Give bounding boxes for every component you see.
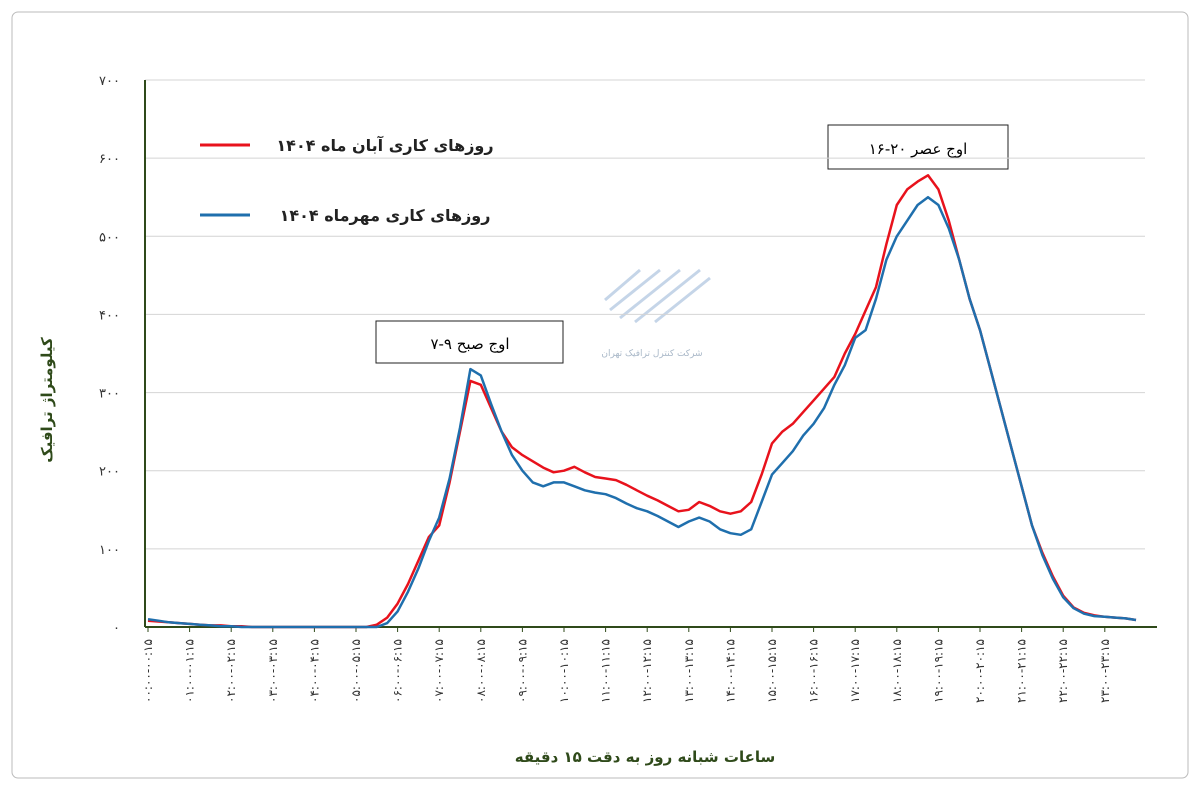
y-tick-label: ۵۰۰ bbox=[99, 230, 120, 245]
x-tick-label: ۱۳:۰۰-۱۳:۱۵ bbox=[682, 639, 696, 703]
x-tick-label: ۰۴:۰۰-۰۴:۱۵ bbox=[307, 639, 321, 703]
frame bbox=[11, 11, 1189, 779]
x-tick-label: ۱۸:۰۰-۱۸:۱۵ bbox=[890, 639, 904, 703]
x-tick-label: ۱۱:۰۰-۱۱:۱۵ bbox=[599, 639, 613, 703]
watermark: شرکت کنترل ترافیک تهران bbox=[601, 349, 702, 359]
y-tick-label: ۷۰۰ bbox=[99, 74, 120, 89]
y-tick-label: ۲۰۰ bbox=[99, 465, 120, 480]
x-tick-label: ۰۳:۰۰-۰۳:۱۵ bbox=[266, 639, 280, 703]
y-tick-label: ۳۰۰ bbox=[99, 387, 120, 402]
x-tick-label: ۰۵:۰۰-۰۵:۱۵ bbox=[349, 639, 363, 703]
x-tick-label: ۲۰:۰۰-۲۰:۱۵ bbox=[973, 639, 987, 703]
annotation: اوج صبح ۹-۷ bbox=[430, 335, 509, 354]
x-tick-label: ۰۰:۰۰-۰۰:۱۵ bbox=[141, 639, 155, 703]
x-axis-title: ساعات شبانه روز به دقت ۱۵ دقیقه bbox=[515, 748, 775, 766]
x-tick-label: ۱۶:۰۰-۱۶:۱۵ bbox=[807, 639, 821, 703]
annotation-box bbox=[827, 124, 1009, 170]
x-tick-label: ۰۲:۰۰-۰۲:۱۵ bbox=[224, 639, 238, 703]
x-tick-label: ۰۹:۰۰-۰۹:۱۵ bbox=[515, 639, 529, 703]
y-tick-label: ۶۰۰ bbox=[99, 152, 120, 167]
watermark-logo bbox=[604, 268, 711, 324]
x-tick-label: ۰۶:۰۰-۰۶:۱۵ bbox=[391, 639, 405, 703]
x-tick-label: ۱۵:۰۰-۱۵:۱۵ bbox=[765, 639, 779, 703]
x-tick-label: ۱۲:۰۰-۱۲:۱۵ bbox=[640, 639, 654, 703]
x-tick-label: ۱۴:۰۰-۱۴:۱۵ bbox=[723, 639, 737, 703]
x-tick-label: ۰۱:۰۰-۰۱:۱۵ bbox=[183, 639, 197, 703]
legend-label: روزهای کاری آبان ماه ۱۴۰۴ bbox=[276, 135, 493, 155]
annotation: اوج عصر ۲۰-۱۶ bbox=[869, 140, 968, 159]
y-tick-label: ۴۰۰ bbox=[99, 308, 120, 323]
x-tick-label: ۱۷:۰۰-۱۷:۱۵ bbox=[848, 639, 862, 703]
y-tick-label: ۰ bbox=[113, 621, 120, 636]
y-axis-title: کیلومتراژ ترافیک bbox=[38, 337, 56, 463]
y-tick-label: ۱۰۰ bbox=[99, 543, 120, 558]
x-tick-label: ۰۸:۰۰-۰۸:۱۵ bbox=[474, 639, 488, 703]
legend-label: روزهای کاری مهرماه ۱۴۰۴ bbox=[280, 206, 491, 225]
x-tick-label: ۱۹:۰۰-۱۹:۱۵ bbox=[931, 639, 945, 703]
series-line bbox=[147, 195, 1137, 629]
x-tick-label: ۲۳:۰۰-۲۳:۱۵ bbox=[1098, 639, 1112, 703]
x-tick-label: ۲۱:۰۰-۲۱:۱۵ bbox=[1015, 639, 1029, 703]
x-tick-label: ۰۷:۰۰-۰۷:۱۵ bbox=[432, 639, 446, 703]
x-tick-label: ۲۲:۰۰-۲۲:۱۵ bbox=[1056, 639, 1070, 703]
x-tick-label: ۱۰:۰۰-۱۰:۱۵ bbox=[557, 639, 571, 703]
annotation-box bbox=[375, 320, 564, 364]
